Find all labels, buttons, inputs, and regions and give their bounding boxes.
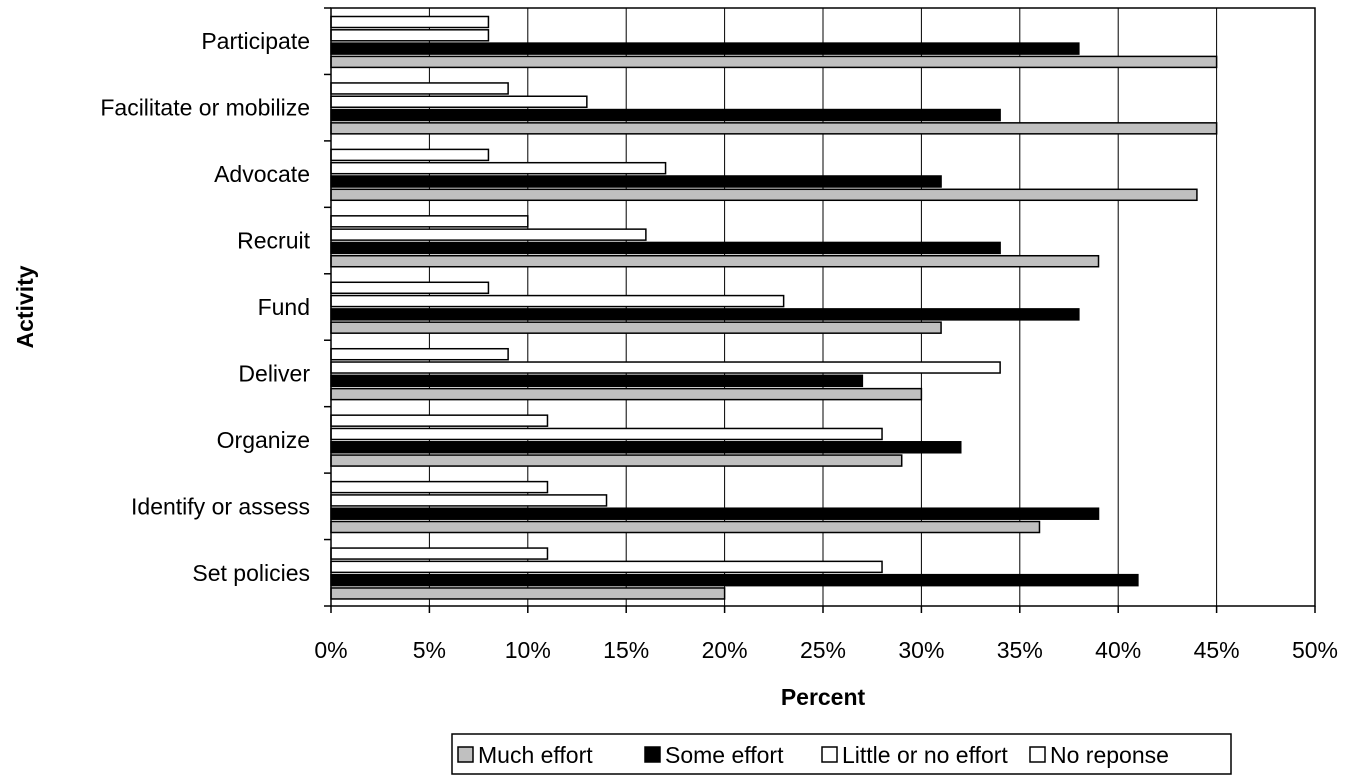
bar <box>330 228 647 241</box>
category-label: Fund <box>258 294 310 320</box>
bars <box>330 15 1218 600</box>
category-label: Set policies <box>192 560 310 586</box>
bar <box>330 560 883 574</box>
bar <box>330 215 529 228</box>
x-tick-label: 40% <box>1095 637 1141 663</box>
bar <box>330 308 1080 321</box>
bar <box>330 122 1218 135</box>
bar <box>330 374 864 388</box>
bar <box>330 547 549 560</box>
x-tick-label: 15% <box>603 637 649 663</box>
axes <box>324 7 1316 613</box>
legend-label: No reponse <box>1050 742 1169 768</box>
x-tick-label: 35% <box>997 637 1043 663</box>
legend: Much effort Some effort Little or no effor… <box>451 733 1232 775</box>
bar <box>330 587 726 600</box>
bar <box>330 480 549 494</box>
bar <box>330 95 588 108</box>
bar <box>330 573 1139 587</box>
legend-swatch <box>821 746 838 763</box>
category-label: Identify or assess <box>131 493 310 519</box>
bar <box>330 82 509 95</box>
bar <box>330 387 923 401</box>
bar <box>330 241 1001 255</box>
bar <box>330 294 785 308</box>
bar <box>330 15 490 29</box>
x-tick-label: 5% <box>413 637 446 663</box>
bar <box>330 414 549 427</box>
x-axis-title: Percent <box>781 684 866 710</box>
legend-label: Some effort <box>665 742 784 768</box>
x-tick-label: 0% <box>314 637 347 663</box>
bar <box>330 520 1041 534</box>
legend-label: Little or no effort <box>842 742 1008 768</box>
bar <box>330 441 962 454</box>
category-label: Facilitate or mobilize <box>100 95 310 121</box>
bar <box>330 42 1080 55</box>
x-tick-label: 25% <box>800 637 846 663</box>
category-label: Deliver <box>238 360 310 386</box>
bar <box>330 188 1198 202</box>
bar <box>330 108 1001 122</box>
category-labels: Participate Facilitate or mobilize Advocat… <box>100 28 310 586</box>
category-label: Participate <box>201 28 310 54</box>
category-label: Organize <box>217 427 310 453</box>
category-label: Recruit <box>237 228 310 254</box>
bar <box>330 427 883 441</box>
bar <box>330 175 942 188</box>
bar <box>330 281 490 295</box>
legend-swatch <box>457 746 474 763</box>
x-tick-label: 45% <box>1194 637 1240 663</box>
x-tick-labels: 0% 5% 10% 15% 20% 25% 30% 35% 40% 45% 50% <box>314 637 1338 663</box>
bar <box>330 454 903 467</box>
y-axis-title: Activity <box>12 265 38 348</box>
bar <box>330 254 1100 268</box>
category-label: Advocate <box>214 161 310 187</box>
bar <box>330 148 490 162</box>
bar <box>330 494 608 507</box>
legend-swatch <box>1029 746 1046 763</box>
bar <box>330 507 1100 520</box>
legend-label: Much effort <box>478 742 593 768</box>
bar <box>330 55 1218 69</box>
legend-box <box>451 733 1232 775</box>
legend-swatch <box>644 746 661 763</box>
bar <box>330 361 1001 374</box>
bar <box>330 161 667 175</box>
bar <box>330 29 490 42</box>
bar <box>330 321 942 334</box>
x-tick-label: 20% <box>702 637 748 663</box>
x-tick-label: 50% <box>1292 637 1338 663</box>
x-tick-label: 30% <box>898 637 944 663</box>
x-tick-label: 10% <box>505 637 551 663</box>
bar <box>330 347 509 361</box>
